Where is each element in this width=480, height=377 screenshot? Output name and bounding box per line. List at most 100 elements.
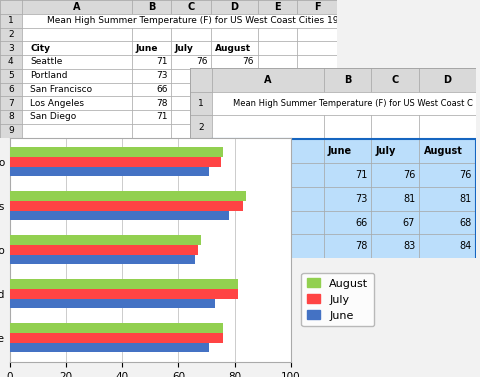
Text: 73: 73 bbox=[354, 194, 367, 204]
Text: C: C bbox=[187, 2, 194, 12]
Text: 76: 76 bbox=[458, 265, 470, 275]
Text: 68: 68 bbox=[458, 218, 470, 228]
Bar bbox=[210, 69, 257, 83]
Text: Los Angeles: Los Angeles bbox=[221, 241, 279, 251]
Text: June: June bbox=[135, 44, 157, 53]
Bar bbox=[212, 211, 323, 234]
Bar bbox=[190, 211, 212, 234]
Text: 76: 76 bbox=[242, 112, 253, 121]
Bar bbox=[0, 110, 22, 124]
Bar bbox=[22, 41, 132, 55]
Bar bbox=[132, 83, 171, 97]
Bar bbox=[212, 163, 323, 187]
Bar bbox=[418, 234, 475, 258]
Bar bbox=[212, 139, 475, 282]
Bar bbox=[10, 279, 237, 289]
Bar bbox=[190, 234, 212, 258]
Bar bbox=[10, 157, 220, 167]
Bar bbox=[371, 234, 418, 258]
Bar bbox=[10, 343, 209, 352]
Bar bbox=[171, 55, 210, 69]
Text: 3: 3 bbox=[197, 146, 204, 156]
Bar bbox=[171, 124, 210, 138]
Text: 76: 76 bbox=[196, 57, 207, 66]
Bar bbox=[210, 124, 257, 138]
Bar bbox=[210, 97, 257, 110]
Bar bbox=[212, 234, 323, 258]
Bar bbox=[210, 28, 257, 41]
Bar bbox=[323, 187, 371, 211]
Bar bbox=[210, 138, 257, 152]
Bar bbox=[171, 28, 210, 41]
Bar bbox=[10, 191, 245, 201]
Bar bbox=[0, 138, 22, 152]
Text: 67: 67 bbox=[402, 218, 414, 228]
Text: 84: 84 bbox=[458, 241, 470, 251]
Text: 1: 1 bbox=[8, 16, 13, 25]
Text: 66: 66 bbox=[156, 85, 168, 94]
Text: July: July bbox=[374, 146, 395, 156]
Bar bbox=[22, 97, 132, 110]
Bar bbox=[10, 333, 223, 343]
Text: 4: 4 bbox=[197, 170, 204, 180]
Bar bbox=[22, 83, 132, 97]
Bar bbox=[22, 14, 336, 28]
Bar bbox=[132, 138, 171, 152]
Bar bbox=[22, 0, 132, 14]
Bar bbox=[418, 163, 475, 187]
Text: 8: 8 bbox=[8, 112, 13, 121]
Bar bbox=[190, 258, 212, 282]
Text: 4: 4 bbox=[8, 57, 13, 66]
Bar bbox=[297, 110, 336, 124]
Bar bbox=[297, 83, 336, 97]
Bar bbox=[257, 110, 297, 124]
Bar bbox=[22, 110, 132, 124]
Bar bbox=[132, 55, 171, 69]
Text: August: August bbox=[423, 146, 461, 156]
Bar bbox=[0, 41, 22, 55]
Bar bbox=[297, 28, 336, 41]
Bar bbox=[132, 0, 171, 14]
Bar bbox=[0, 55, 22, 69]
Text: July: July bbox=[174, 44, 193, 53]
Bar bbox=[257, 55, 297, 69]
Bar bbox=[418, 187, 475, 211]
Text: 75: 75 bbox=[402, 265, 414, 275]
Bar bbox=[257, 69, 297, 83]
Bar bbox=[257, 97, 297, 110]
Bar bbox=[10, 289, 237, 299]
Bar bbox=[297, 97, 336, 110]
Bar bbox=[0, 14, 22, 28]
Text: 6: 6 bbox=[197, 218, 204, 228]
Bar bbox=[323, 115, 371, 139]
Text: A: A bbox=[73, 2, 80, 12]
Text: 75: 75 bbox=[196, 112, 207, 121]
Bar bbox=[257, 138, 297, 152]
Bar bbox=[371, 258, 418, 282]
Text: 78: 78 bbox=[354, 241, 367, 251]
Bar bbox=[212, 92, 475, 115]
Bar bbox=[210, 55, 257, 69]
Text: 81: 81 bbox=[196, 71, 207, 80]
Text: City: City bbox=[30, 44, 50, 53]
Bar bbox=[371, 139, 418, 163]
Text: 71: 71 bbox=[156, 112, 168, 121]
Bar bbox=[132, 41, 171, 55]
Text: 71: 71 bbox=[354, 170, 367, 180]
Text: 76: 76 bbox=[402, 170, 414, 180]
Text: Seattle: Seattle bbox=[221, 170, 255, 180]
Bar bbox=[212, 258, 323, 282]
Bar bbox=[0, 28, 22, 41]
Text: Portland: Portland bbox=[221, 194, 261, 204]
Bar bbox=[371, 68, 418, 92]
Bar bbox=[297, 138, 336, 152]
Text: Portland: Portland bbox=[30, 71, 68, 80]
Bar bbox=[371, 163, 418, 187]
Bar bbox=[171, 138, 210, 152]
Text: San Diego: San Diego bbox=[30, 112, 77, 121]
Bar bbox=[371, 187, 418, 211]
Bar bbox=[297, 55, 336, 69]
Text: Mean High Summer Temperature (F) for US West Coast C: Mean High Summer Temperature (F) for US … bbox=[233, 99, 472, 108]
Bar bbox=[257, 28, 297, 41]
Bar bbox=[210, 0, 257, 14]
